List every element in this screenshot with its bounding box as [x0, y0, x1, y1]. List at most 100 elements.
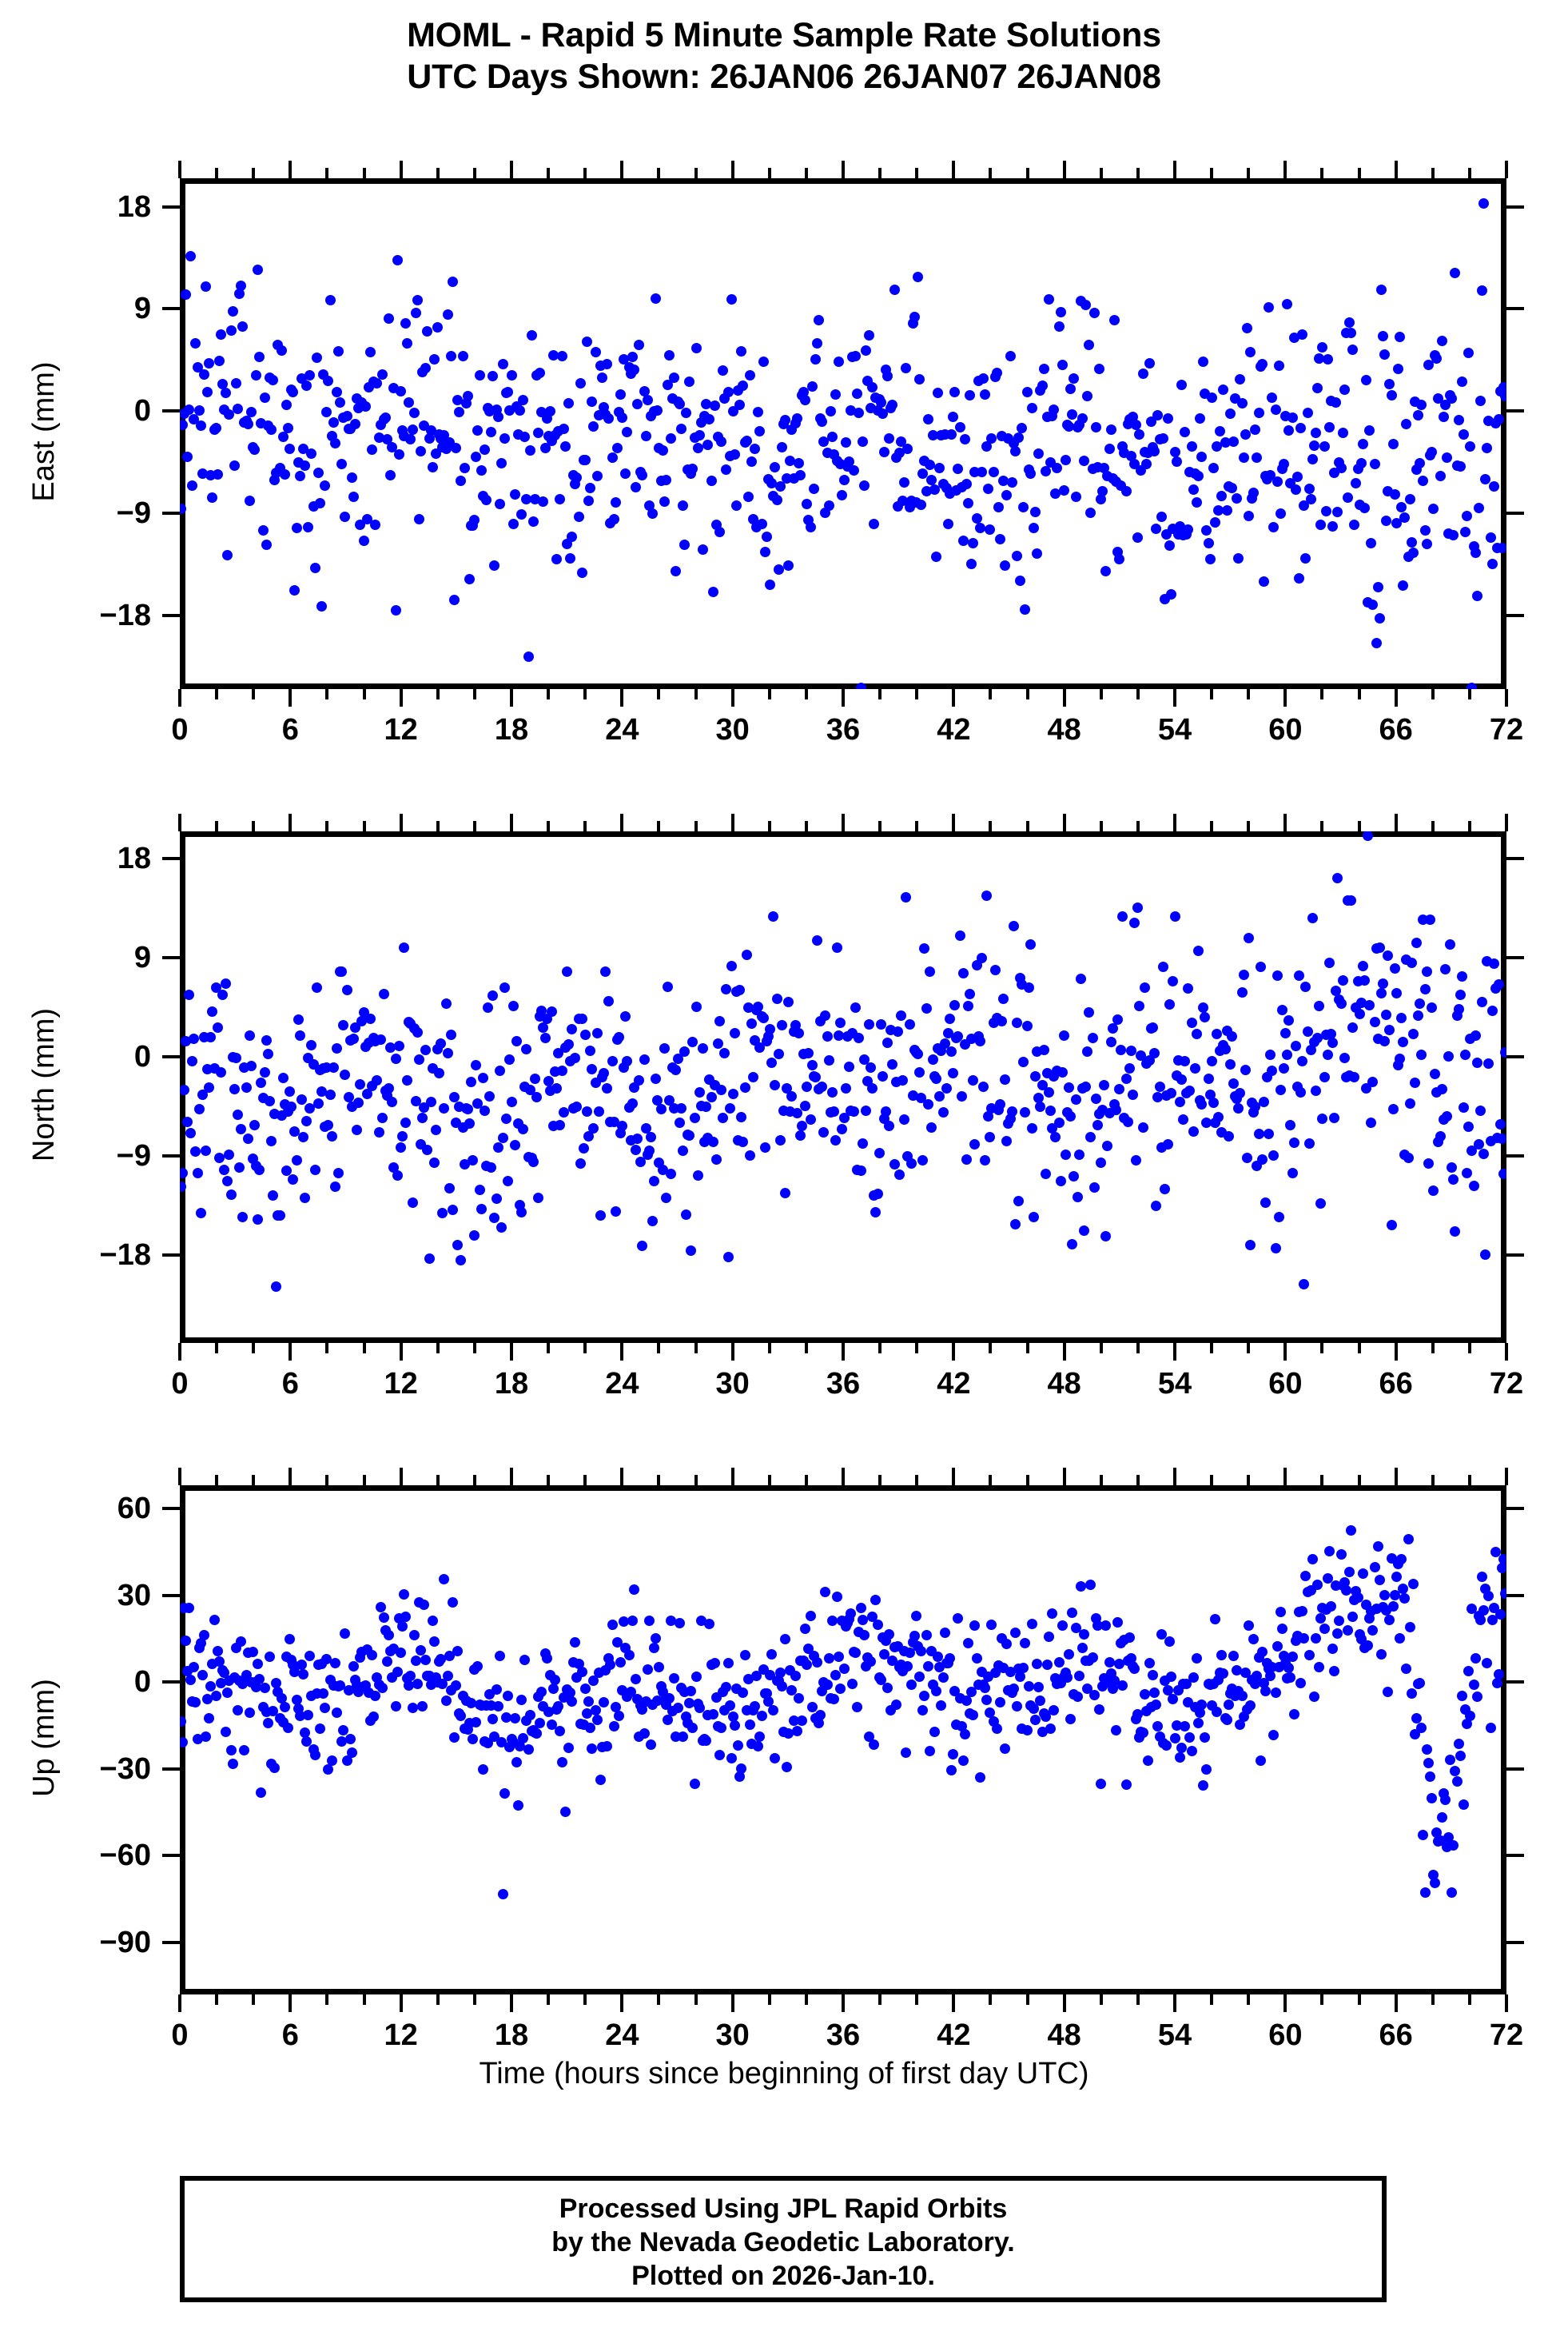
data-point: [1386, 389, 1397, 400]
data-point: [518, 1733, 529, 1744]
x-axis-major-tick: [842, 161, 845, 178]
data-point: [1335, 462, 1347, 473]
data-point: [1311, 1633, 1321, 1644]
x-axis-minor-tick: [325, 1343, 329, 1353]
data-point: [790, 1019, 801, 1030]
data-point: [1228, 1651, 1240, 1662]
x-axis-minor-tick: [1247, 689, 1251, 699]
data-point: [1112, 1617, 1124, 1628]
data-point: [444, 1650, 455, 1661]
y-axis-tick-label: 0: [133, 1665, 151, 1699]
data-point: [805, 1611, 816, 1622]
data-point: [1192, 1718, 1204, 1729]
data-point: [1460, 526, 1471, 537]
data-point: [977, 1081, 989, 1092]
data-point: [1134, 1000, 1145, 1011]
x-axis-minor-tick: [1136, 821, 1140, 831]
data-point: [1426, 1793, 1437, 1804]
y-axis-major-tick: [162, 1055, 180, 1059]
x-axis-tick-label: 66: [1379, 713, 1413, 747]
data-point: [1041, 1659, 1053, 1670]
data-point: [649, 1176, 660, 1187]
data-point: [204, 1082, 215, 1093]
data-point: [1037, 380, 1048, 391]
x-axis-major-tick: [1394, 161, 1398, 178]
data-point: [1203, 537, 1214, 548]
data-point: [459, 1158, 470, 1170]
data-point: [669, 372, 680, 383]
data-point: [563, 1743, 574, 1754]
data-point: [291, 1154, 302, 1166]
data-point: [543, 1706, 554, 1717]
data-point: [447, 276, 458, 287]
data-point: [1413, 409, 1424, 420]
data-point: [582, 1708, 593, 1719]
data-point: [1307, 1553, 1318, 1564]
data-point: [229, 1084, 240, 1095]
x-axis-major-tick: [1283, 814, 1287, 831]
data-point: [1152, 1092, 1164, 1103]
data-point: [1265, 1050, 1276, 1061]
data-point: [1340, 1585, 1351, 1596]
data-point: [583, 495, 595, 506]
data-point: [1363, 1640, 1374, 1651]
data-point: [963, 498, 974, 509]
data-point: [701, 1735, 712, 1746]
data-point: [893, 447, 905, 458]
data-point: [867, 1611, 878, 1622]
data-point: [499, 433, 511, 444]
data-point: [495, 1736, 507, 1747]
data-point: [1064, 1648, 1075, 1660]
data-point: [393, 1040, 404, 1051]
data-point: [773, 564, 784, 576]
data-point: [628, 1584, 639, 1595]
x-axis-minor-tick: [989, 1343, 993, 1353]
data-point: [774, 481, 786, 492]
data-point: [1486, 1006, 1498, 1017]
data-point: [800, 1101, 811, 1112]
data-point: [1129, 1663, 1140, 1674]
data-point: [303, 521, 314, 532]
data-point: [924, 1746, 935, 1757]
data-point: [1282, 1050, 1293, 1061]
data-point: [279, 468, 290, 480]
data-point: [1471, 1692, 1482, 1703]
data-point: [1171, 456, 1182, 467]
data-point: [1188, 1672, 1199, 1684]
x-axis-major-tick: [1283, 689, 1287, 707]
data-point: [1447, 393, 1458, 404]
data-point: [340, 511, 351, 522]
data-point: [675, 424, 686, 435]
x-axis-minor-tick: [325, 689, 329, 699]
data-point: [1387, 1601, 1399, 1612]
scatter-points-up: [180, 1485, 1506, 1994]
data-point: [617, 1121, 628, 1132]
data-point: [1407, 1028, 1419, 1039]
data-point: [1421, 966, 1432, 977]
data-point: [1114, 1659, 1125, 1670]
data-point: [1127, 412, 1138, 423]
data-point: [1052, 462, 1063, 473]
data-point: [994, 533, 1005, 544]
data-point: [635, 1157, 647, 1168]
data-point: [1267, 1065, 1278, 1076]
data-point: [664, 1095, 675, 1106]
data-point: [1189, 1062, 1200, 1074]
data-point: [244, 1030, 255, 1042]
data-point: [1282, 298, 1293, 309]
x-axis-minor-tick: [1431, 168, 1435, 178]
data-point: [376, 1683, 388, 1694]
data-point: [512, 1800, 523, 1811]
data-point: [390, 1053, 401, 1064]
data-point: [1463, 347, 1474, 358]
data-point: [980, 1155, 991, 1166]
data-point: [602, 1083, 613, 1094]
data-point: [1428, 1185, 1439, 1197]
data-point: [834, 1030, 845, 1041]
data-point: [797, 1121, 808, 1132]
data-point: [346, 1747, 357, 1758]
x-axis-tick-label: 72: [1489, 2018, 1524, 2052]
data-point: [927, 429, 938, 440]
data-point: [476, 1204, 487, 1215]
data-point: [1005, 1666, 1016, 1677]
